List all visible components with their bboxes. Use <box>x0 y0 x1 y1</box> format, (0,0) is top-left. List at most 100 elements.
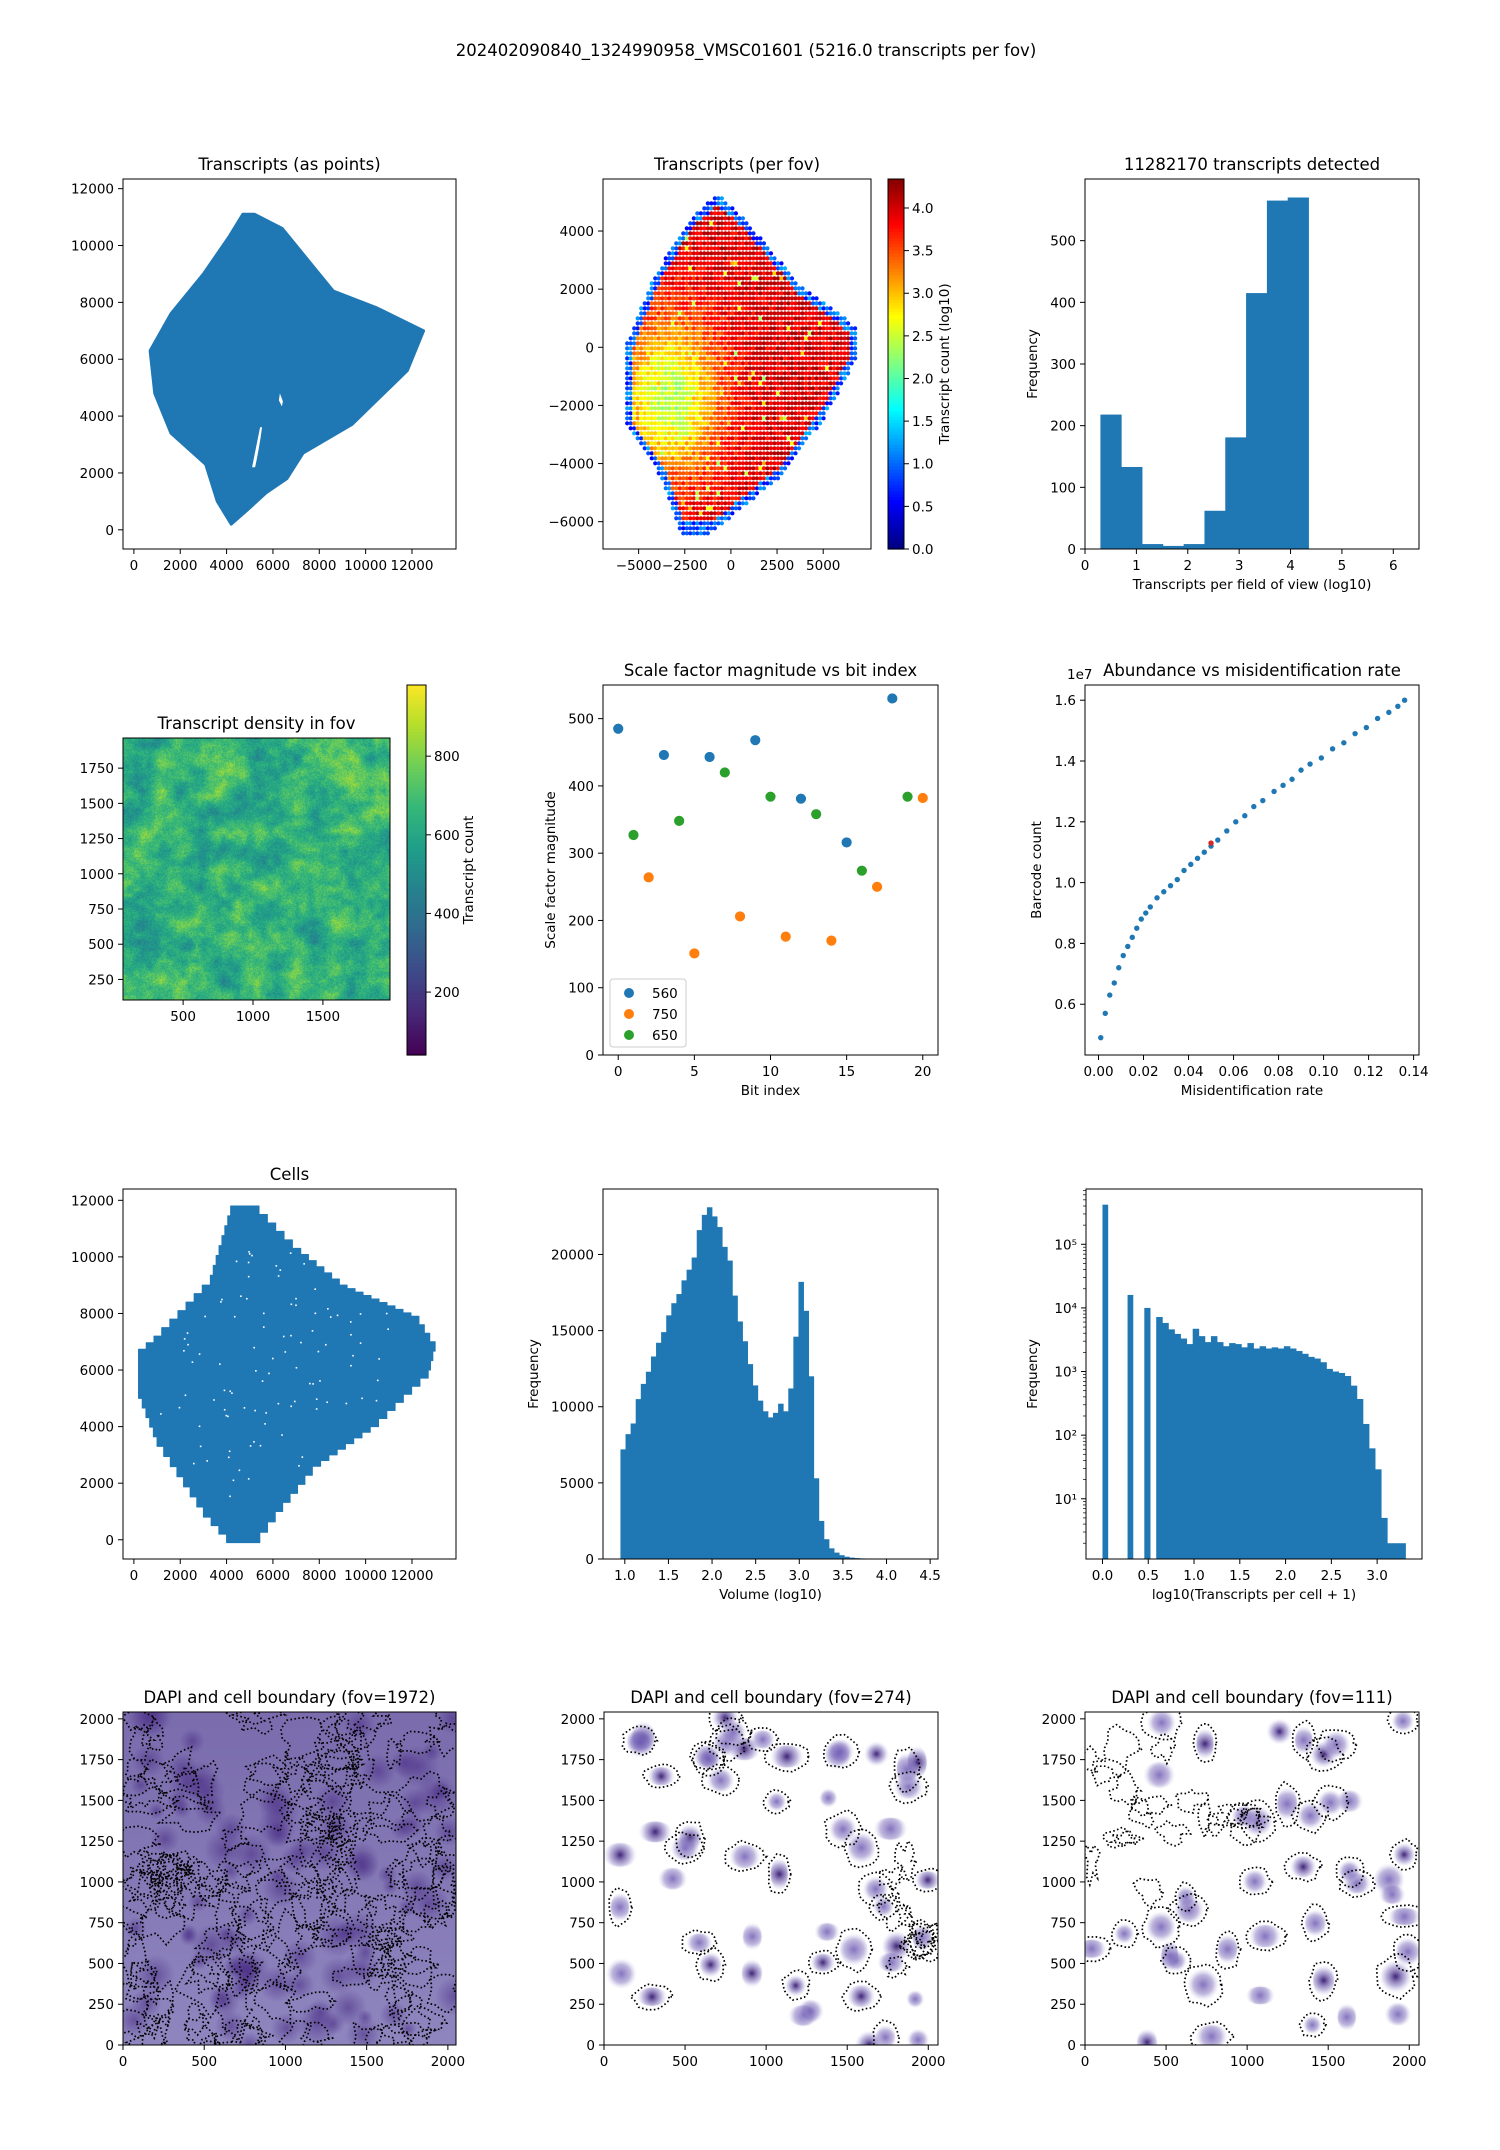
y-tick-label: 2000 <box>80 466 114 482</box>
fov-point <box>632 416 637 421</box>
fov-point <box>660 316 665 321</box>
fov-point <box>842 316 847 321</box>
fov-point <box>730 211 735 216</box>
cell-boundary <box>1197 1803 1212 1840</box>
fov-point <box>761 361 767 366</box>
fov-point <box>688 491 693 496</box>
fov-point <box>649 316 654 321</box>
fov-point <box>803 331 809 336</box>
fov-point <box>649 321 654 326</box>
x-axis-label: Volume (log10) <box>719 1587 822 1603</box>
fov-point <box>846 346 851 351</box>
fov-point <box>632 366 637 371</box>
fov-point <box>691 316 696 321</box>
fov-point <box>649 431 654 436</box>
fov-point <box>723 461 728 466</box>
fov-point <box>828 336 833 341</box>
fov-point <box>800 341 805 346</box>
fov-point <box>786 341 791 346</box>
fov-point <box>705 311 710 316</box>
fov-point <box>758 421 763 426</box>
cell-gap <box>191 1361 194 1363</box>
fov-point <box>681 376 686 381</box>
cell-boundary <box>395 1730 442 1755</box>
fov-point <box>663 421 668 426</box>
fov-point <box>695 471 700 476</box>
fov-point <box>667 446 672 451</box>
fov-point <box>765 251 770 256</box>
fov-point <box>705 326 710 331</box>
fov-point <box>782 281 788 286</box>
cell-boundary <box>318 1712 366 1743</box>
fov-point <box>712 351 717 356</box>
fov-point <box>695 461 700 466</box>
fov-point <box>698 361 703 366</box>
fov-point <box>775 271 781 276</box>
fov-point <box>646 316 651 321</box>
fov-point <box>782 416 788 421</box>
fov-point <box>779 401 784 406</box>
fov-point <box>684 471 689 476</box>
cell-boundary <box>123 1931 150 1993</box>
fov-point <box>702 376 707 381</box>
cell-boundary <box>1389 1837 1419 1871</box>
fov-point <box>702 511 707 516</box>
fov-point <box>838 326 844 331</box>
histogram-bar <box>650 1356 657 1559</box>
fov-point <box>782 376 788 381</box>
fov-point <box>828 346 833 351</box>
cell-boundary <box>308 1754 366 1777</box>
fov-point <box>751 246 756 251</box>
fov-point <box>831 356 837 361</box>
fov-point <box>716 326 721 331</box>
fov-point <box>779 276 784 281</box>
fov-point <box>649 406 654 411</box>
fov-point <box>737 251 742 256</box>
fov-point <box>814 366 819 371</box>
fov-point <box>747 411 753 416</box>
fov-point <box>751 401 756 406</box>
colorbar-segment <box>888 268 904 273</box>
fov-point <box>768 416 774 421</box>
fov-point <box>684 351 689 356</box>
histogram-bar <box>656 1342 662 1559</box>
fov-point <box>726 471 731 476</box>
cell-gap <box>240 1295 242 1298</box>
scatter-point <box>1143 910 1149 916</box>
colorbar-tick-label: 4.0 <box>912 201 933 217</box>
fov-point <box>779 391 784 396</box>
cell-boundary <box>1141 1906 1181 1950</box>
fov-point <box>744 341 749 346</box>
legend-label: 560 <box>652 986 678 1002</box>
fov-point <box>730 306 735 311</box>
fov-point <box>779 406 784 411</box>
fov-point <box>789 316 795 321</box>
fov-point <box>625 346 630 351</box>
fov-point <box>719 241 724 246</box>
fov-point <box>758 451 763 456</box>
fov-point <box>698 526 703 531</box>
colorbar-segment <box>888 394 904 399</box>
fov-point <box>698 286 703 291</box>
fov-point <box>765 336 770 341</box>
fov-point <box>821 366 826 371</box>
colorbar-segment <box>407 700 426 705</box>
scatter-point <box>1401 697 1408 703</box>
fov-point <box>772 326 777 331</box>
fov-point <box>817 306 823 311</box>
fov-point <box>744 321 749 326</box>
fov-point <box>653 301 658 306</box>
cell-boundary <box>823 1808 864 1849</box>
histogram-bar <box>1168 1329 1175 1559</box>
fov-point <box>765 286 770 291</box>
fov-point <box>712 316 717 321</box>
fov-point <box>716 261 721 266</box>
fov-point <box>723 221 728 226</box>
fov-point <box>723 366 728 371</box>
fov-point <box>698 266 703 271</box>
fov-point <box>649 366 654 371</box>
scatter-point <box>1174 876 1180 883</box>
colorbar-segment <box>407 922 426 927</box>
fov-point <box>663 381 668 386</box>
fov-point <box>712 211 717 216</box>
